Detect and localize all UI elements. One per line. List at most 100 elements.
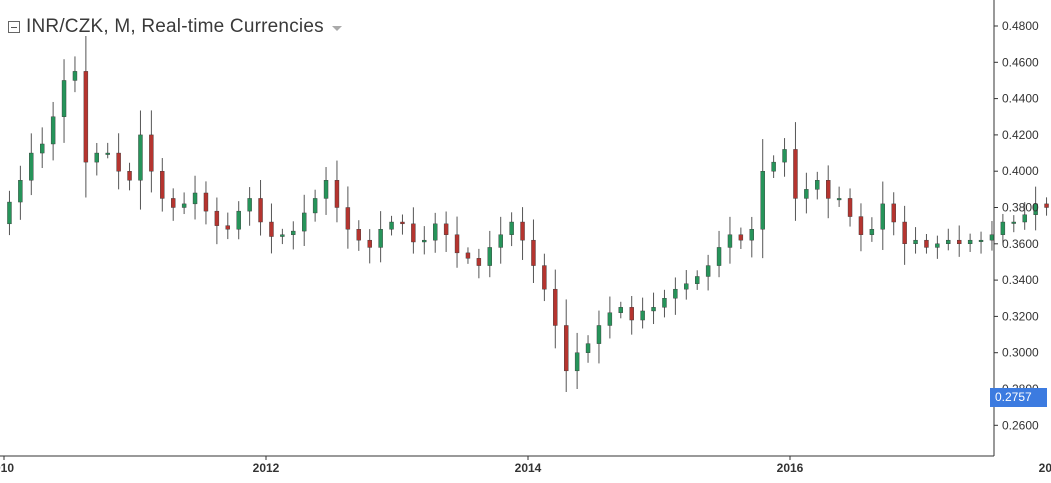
candle-up	[192, 192, 198, 205]
y-tick-label: 0.3200	[1002, 309, 1039, 323]
candle-down	[957, 239, 962, 244]
candle-up	[978, 239, 984, 242]
candle-down	[847, 198, 853, 217]
candle-up	[760, 170, 765, 230]
candle-up	[695, 276, 700, 284]
candle-down	[629, 307, 634, 321]
candle-up	[323, 180, 329, 199]
y-tick-label: 0.3000	[1002, 346, 1039, 360]
candle-up	[946, 239, 951, 244]
candle-up	[1011, 221, 1016, 224]
candle-up	[585, 343, 591, 353]
candle-down	[160, 170, 165, 199]
candle-up	[618, 307, 623, 313]
candle-up	[105, 152, 110, 155]
candles-layer	[7, 35, 1049, 392]
candle-up	[61, 80, 67, 117]
x-tick-label: 010	[0, 461, 14, 475]
candle-up	[705, 265, 711, 277]
candle-down	[225, 225, 230, 230]
candle-up	[716, 247, 722, 266]
y-tick-label: 0.3800	[1002, 201, 1039, 215]
candle-down	[83, 71, 89, 163]
candle-down	[826, 180, 831, 199]
candle-down	[542, 265, 547, 290]
candle-down	[465, 252, 471, 259]
candle-down	[564, 325, 569, 372]
candle-up	[662, 298, 667, 308]
candle-down	[149, 134, 154, 172]
candle-down	[520, 221, 525, 241]
candle-up	[771, 161, 776, 172]
candle-up	[72, 71, 78, 81]
candle-up	[18, 180, 23, 203]
candle-up	[181, 203, 187, 208]
candle-down	[258, 198, 263, 223]
candle-up	[1000, 221, 1006, 235]
candle-up	[684, 283, 689, 290]
candle-up	[880, 203, 885, 230]
candle-down	[214, 210, 220, 226]
candle-up	[673, 288, 678, 299]
candle-up	[989, 234, 995, 241]
x-tick-label: 2014	[515, 461, 542, 475]
candle-up	[836, 198, 842, 201]
candle-up	[509, 221, 514, 235]
candle-up	[804, 189, 809, 199]
candle-down	[127, 170, 132, 181]
candle-down	[400, 221, 405, 225]
candle-up	[651, 307, 656, 312]
candle-up	[422, 239, 427, 243]
candle-down	[924, 239, 929, 248]
candle-up	[815, 180, 820, 190]
candle-up	[312, 198, 318, 214]
candle-up	[1033, 203, 1038, 215]
y-tick-label: 0.3400	[1002, 273, 1039, 287]
x-tick-label: 2018	[1039, 461, 1051, 475]
y-tick-label: 0.2600	[1002, 418, 1039, 432]
current-price-label: 0.2757	[990, 388, 1047, 407]
candle-down	[443, 223, 449, 235]
chevron-down-icon[interactable]	[331, 25, 342, 31]
x-tick-label: 2012	[253, 461, 280, 475]
candle-down	[531, 239, 536, 266]
candle-up	[378, 229, 383, 248]
y-tick-label: 0.4200	[1002, 128, 1039, 142]
y-tick-label: 0.3600	[1002, 237, 1039, 251]
candle-up	[50, 116, 56, 145]
candle-up	[967, 239, 973, 244]
candle-down	[367, 239, 372, 248]
candle-up	[498, 234, 503, 248]
candle-up	[247, 198, 252, 212]
chart-header: INR/CZK, M, Real-time Currencies	[8, 16, 342, 38]
candle-up	[487, 247, 492, 266]
y-tick-label: 0.4000	[1002, 164, 1039, 178]
candle-up	[302, 212, 307, 232]
chart-title: INR/CZK, M, Real-time Currencies	[26, 16, 324, 37]
candle-up	[236, 210, 241, 230]
candle-up	[280, 234, 285, 237]
candle-up	[640, 310, 645, 321]
candle-up	[869, 229, 875, 235]
candle-down	[116, 152, 121, 172]
candle-up	[138, 134, 143, 181]
candle-down	[793, 149, 798, 199]
y-tick-label: 0.4600	[1002, 55, 1039, 69]
candle-up	[574, 352, 580, 372]
candle-up	[935, 243, 940, 248]
candle-up	[1022, 214, 1027, 223]
candle-up	[727, 234, 733, 248]
y-tick-label: 0.4800	[1002, 19, 1039, 33]
candle-down	[171, 198, 176, 208]
candle-up	[596, 325, 602, 344]
collapse-icon[interactable]	[8, 21, 20, 33]
candle-down	[269, 221, 274, 237]
candle-down	[411, 223, 416, 243]
candle-up	[291, 230, 296, 235]
candle-up	[40, 143, 45, 154]
candle-down	[356, 229, 361, 241]
candle-down	[891, 203, 896, 223]
